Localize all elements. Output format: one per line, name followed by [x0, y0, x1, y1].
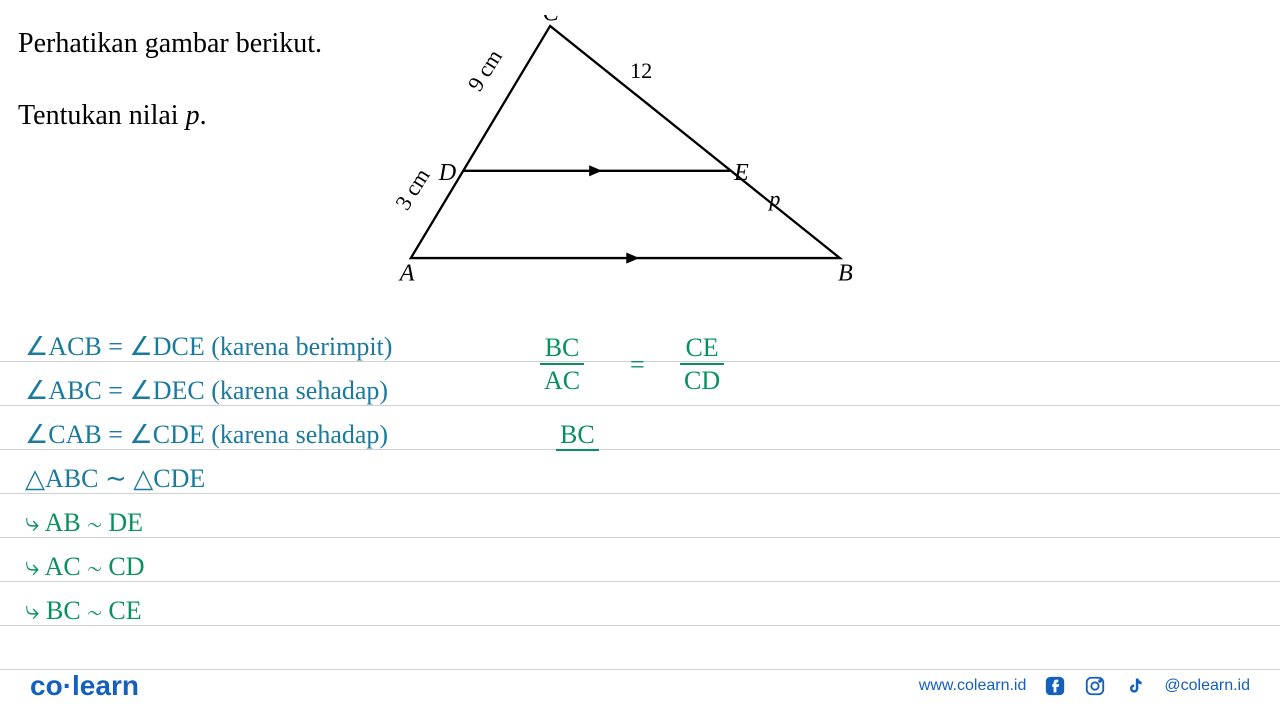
frac2-numerator: CE — [680, 332, 724, 365]
frac1-numerator: BC — [540, 332, 584, 365]
arrow-de — [589, 165, 602, 176]
equals-sign: = — [630, 350, 645, 380]
handwriting-line3: ∠CAB = ∠CDE (karena sehadap) — [25, 420, 388, 450]
underlined-bc: BC — [556, 420, 599, 450]
ruled-line — [0, 494, 1280, 538]
frac2-denominator: CD — [680, 365, 724, 396]
logo-part2: learn — [72, 670, 139, 701]
fraction-bc-ac: BC AC — [540, 332, 584, 396]
tiktok-icon — [1124, 675, 1146, 697]
handwriting-line7: ⤷ BC ∼ CE — [25, 596, 142, 627]
edge-label-ce: 12 — [630, 58, 652, 83]
triangle-diagram: A B C D E 9 cm 3 cm 12 p — [370, 15, 890, 295]
arrow-ab — [626, 253, 639, 264]
vertex-label-b: B — [838, 259, 853, 286]
ruled-line — [0, 626, 1280, 670]
footer-right: www.colearn.id @colearn.id — [919, 675, 1250, 697]
problem-line1: Perhatikan gambar berikut. — [18, 28, 322, 60]
vertex-label-e: E — [733, 159, 749, 186]
vertex-label-a: A — [398, 259, 415, 286]
vertex-label-c: C — [543, 15, 560, 26]
problem-line2-suffix: . — [200, 100, 207, 131]
edge-label-eb: p — [767, 186, 780, 211]
colearn-logo: co·learn — [30, 670, 139, 702]
handwriting-line6: ⤷ AC ∼ CD — [25, 552, 145, 583]
problem-variable-p: p — [186, 100, 200, 131]
handwriting-line1: ∠ACB = ∠DCE (karena berimpit) — [25, 332, 392, 362]
social-handle: @colearn.id — [1164, 677, 1250, 695]
facebook-icon — [1044, 675, 1066, 697]
website-url: www.colearn.id — [919, 677, 1027, 695]
handwriting-line4: △ABC ∼ △CDE — [25, 464, 205, 494]
handwriting-line2: ∠ABC = ∠DEC (karena sehadap) — [25, 376, 388, 406]
edge-label-da: 3 cm — [390, 164, 434, 214]
footer: co·learn www.colearn.id @colearn.id — [0, 670, 1280, 702]
frac1-denominator: AC — [540, 365, 584, 396]
edge-label-cd: 9 cm — [463, 45, 507, 95]
problem-line2: Tentukan nilai p. — [18, 100, 207, 132]
vertex-label-d: D — [438, 159, 457, 186]
problem-line2-prefix: Tentukan nilai — [18, 100, 186, 131]
logo-dot: · — [63, 670, 72, 701]
instagram-icon — [1084, 675, 1106, 697]
ruled-line — [0, 582, 1280, 626]
fraction-ce-cd: CE CD — [680, 332, 724, 396]
handwriting-line5: ⤷ AB ∼ DE — [25, 508, 143, 539]
logo-part1: co — [30, 670, 63, 701]
ruled-line — [0, 538, 1280, 582]
